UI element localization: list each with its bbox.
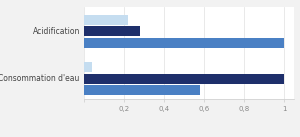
Bar xyxy=(84,15,128,25)
Bar xyxy=(84,74,284,84)
Bar xyxy=(84,85,200,95)
Bar xyxy=(84,38,284,48)
Bar xyxy=(84,26,140,36)
Bar xyxy=(84,62,92,72)
